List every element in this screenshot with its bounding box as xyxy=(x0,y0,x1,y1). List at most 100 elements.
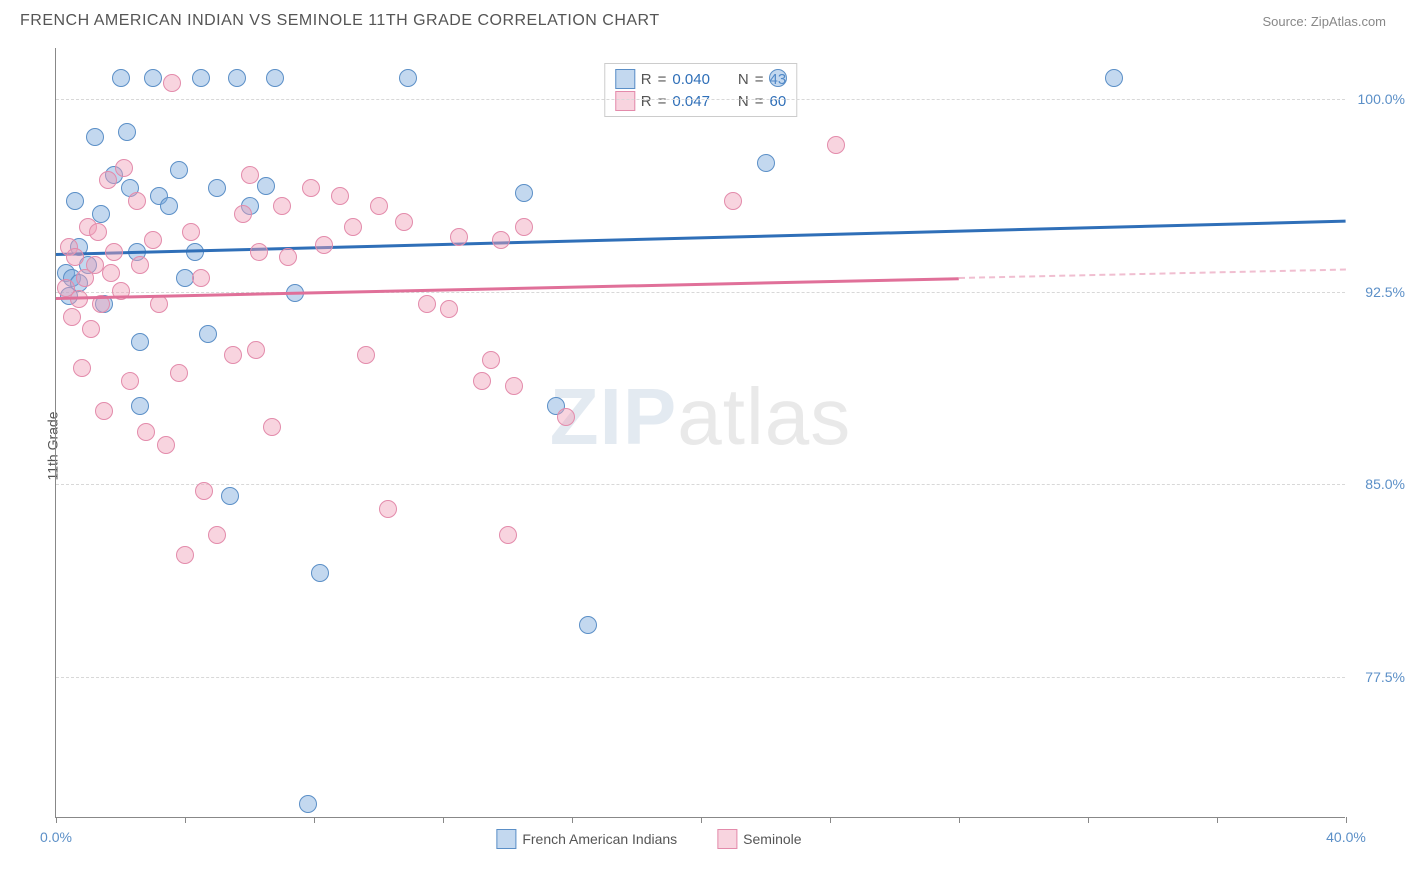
scatter-point xyxy=(315,236,333,254)
scatter-point xyxy=(247,341,265,359)
scatter-point xyxy=(724,192,742,210)
r-value: 0.040 xyxy=(672,71,710,88)
scatter-point xyxy=(144,231,162,249)
trend-line xyxy=(959,269,1346,279)
x-tick xyxy=(1088,817,1089,823)
scatter-point xyxy=(827,136,845,154)
source-label: Source: ZipAtlas.com xyxy=(1262,14,1386,29)
x-tick xyxy=(572,817,573,823)
scatter-point xyxy=(279,248,297,266)
y-tick-label: 85.0% xyxy=(1350,476,1405,492)
bottom-legend-item: Seminole xyxy=(717,829,801,849)
scatter-point xyxy=(163,74,181,92)
header: FRENCH AMERICAN INDIAN VS SEMINOLE 11TH … xyxy=(0,0,1406,38)
scatter-point xyxy=(208,526,226,544)
scatter-point xyxy=(121,372,139,390)
scatter-point xyxy=(370,197,388,215)
scatter-point xyxy=(160,197,178,215)
scatter-point xyxy=(105,243,123,261)
x-tick xyxy=(443,817,444,823)
n-label: N xyxy=(738,71,749,88)
scatter-point xyxy=(499,526,517,544)
scatter-point xyxy=(192,269,210,287)
scatter-point xyxy=(241,166,259,184)
r-label: R xyxy=(641,71,652,88)
scatter-point xyxy=(128,192,146,210)
x-tick xyxy=(701,817,702,823)
scatter-point xyxy=(1105,69,1123,87)
x-tick-label: 0.0% xyxy=(40,829,72,845)
scatter-point xyxy=(192,69,210,87)
scatter-point xyxy=(302,179,320,197)
bottom-legend-item: French American Indians xyxy=(496,829,677,849)
r-value: 0.047 xyxy=(672,93,710,110)
scatter-point xyxy=(515,184,533,202)
eq: = xyxy=(658,93,667,110)
scatter-point xyxy=(557,408,575,426)
scatter-point xyxy=(395,213,413,231)
chart-title: FRENCH AMERICAN INDIAN VS SEMINOLE 11TH … xyxy=(20,12,660,30)
eq: = xyxy=(658,71,667,88)
legend-label: Seminole xyxy=(743,831,801,847)
scatter-point xyxy=(473,372,491,390)
scatter-point xyxy=(182,223,200,241)
chart-plot-area: ZIPatlas R=0.040N=43R=0.047N=60 French A… xyxy=(55,48,1345,818)
scatter-point xyxy=(195,482,213,500)
scatter-point xyxy=(299,795,317,813)
scatter-point xyxy=(157,436,175,454)
scatter-point xyxy=(199,325,217,343)
scatter-point xyxy=(399,69,417,87)
scatter-point xyxy=(82,320,100,338)
scatter-point xyxy=(115,159,133,177)
scatter-point xyxy=(99,171,117,189)
scatter-point xyxy=(66,248,84,266)
scatter-point xyxy=(63,308,81,326)
y-tick-label: 77.5% xyxy=(1350,669,1405,685)
scatter-point xyxy=(757,154,775,172)
scatter-point xyxy=(344,218,362,236)
watermark-atlas: atlas xyxy=(677,372,851,461)
grid-line xyxy=(56,484,1345,485)
scatter-point xyxy=(228,69,246,87)
scatter-point xyxy=(221,487,239,505)
stats-legend-row: R=0.040N=43 xyxy=(615,68,786,90)
grid-line xyxy=(56,99,1345,100)
scatter-point xyxy=(515,218,533,236)
scatter-point xyxy=(86,128,104,146)
scatter-point xyxy=(482,351,500,369)
eq: = xyxy=(755,71,764,88)
scatter-point xyxy=(112,69,130,87)
scatter-point xyxy=(73,359,91,377)
scatter-point xyxy=(234,205,252,223)
scatter-point xyxy=(505,377,523,395)
x-tick xyxy=(1346,817,1347,823)
x-tick xyxy=(830,817,831,823)
legend-swatch xyxy=(615,91,635,111)
legend-label: French American Indians xyxy=(522,831,677,847)
scatter-point xyxy=(170,364,188,382)
scatter-point xyxy=(450,228,468,246)
scatter-point xyxy=(579,616,597,634)
scatter-point xyxy=(131,256,149,274)
scatter-point xyxy=(418,295,436,313)
scatter-point xyxy=(273,197,291,215)
scatter-point xyxy=(170,161,188,179)
scatter-point xyxy=(186,243,204,261)
x-tick xyxy=(56,817,57,823)
scatter-point xyxy=(769,69,787,87)
scatter-point xyxy=(89,223,107,241)
legend-swatch xyxy=(496,829,516,849)
scatter-point xyxy=(131,333,149,351)
eq: = xyxy=(755,93,764,110)
scatter-point xyxy=(95,402,113,420)
x-tick xyxy=(1217,817,1218,823)
scatter-point xyxy=(137,423,155,441)
scatter-point xyxy=(440,300,458,318)
x-tick-label: 40.0% xyxy=(1326,829,1366,845)
legend-swatch xyxy=(717,829,737,849)
scatter-point xyxy=(311,564,329,582)
scatter-point xyxy=(224,346,242,364)
x-tick xyxy=(185,817,186,823)
scatter-point xyxy=(208,179,226,197)
y-tick-label: 92.5% xyxy=(1350,284,1405,300)
